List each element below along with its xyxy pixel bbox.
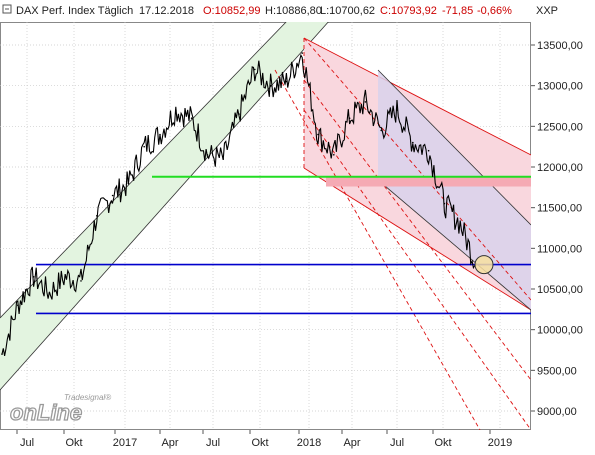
y-tick-label: 11500,00 — [537, 203, 582, 215]
price-point — [396, 109, 398, 111]
instrument-title: DAX Perf. Index Täglich — [16, 5, 133, 17]
y-tick-label: 12500,00 — [537, 121, 583, 133]
tradesignal-logo: Tradesignal® onLine — [9, 393, 111, 426]
price-point — [364, 101, 367, 103]
currency-unit: XXP — [536, 5, 558, 17]
chart-settings-icon[interactable] — [2, 4, 12, 14]
x-tick-label: Jul — [390, 437, 404, 449]
x-tick-label: Okt — [65, 437, 82, 449]
close-value: C:10793,92 — [380, 5, 437, 17]
price-point — [222, 158, 224, 160]
price-point — [143, 145, 145, 148]
price-point — [96, 215, 98, 217]
change-value: -71,85 — [442, 5, 473, 17]
price-point — [412, 141, 414, 144]
inner-channel-lower — [377, 179, 531, 311]
uptrend-channel-lower — [0, 22, 329, 391]
y-tick-label: 10500,00 — [537, 284, 583, 296]
current-price-marker — [474, 255, 494, 275]
price-point — [333, 154, 335, 156]
x-tick-label: Apr — [343, 437, 360, 449]
price-point — [238, 113, 240, 115]
x-tick-label: Jul — [206, 437, 220, 449]
price-point — [206, 154, 209, 156]
price-point — [127, 182, 130, 185]
price-point — [459, 223, 462, 225]
low-value: L:10700,62 — [320, 5, 375, 17]
y-axis: 13500,00 13000,00 12500,00 12000,00 11500,00… — [531, 40, 583, 418]
price-point — [427, 149, 430, 152]
projection-line-1 — [303, 37, 531, 301]
open-value: O:10852,99 — [203, 5, 261, 17]
resistance-zone — [326, 176, 531, 187]
price-point — [269, 84, 272, 87]
logo-small-text: Tradesignal® — [64, 393, 111, 402]
price-point — [254, 68, 256, 71]
y-tick-label: 9000,00 — [537, 406, 577, 418]
price-point — [1, 353, 3, 355]
y-tick-label: 10000,00 — [537, 325, 583, 337]
y-tick-label: 13000,00 — [537, 81, 583, 93]
change-percent: -0,66% — [477, 5, 512, 17]
price-point — [64, 276, 66, 278]
price-point — [159, 133, 161, 136]
price-series — [1, 52, 477, 357]
header-bar: DAX Perf. Index Täglich 17.12.2018 O:108… — [2, 4, 558, 17]
x-tick-label: 2018 — [297, 437, 321, 449]
high-value: H:10886,80 — [265, 5, 322, 17]
price-point — [48, 292, 51, 294]
price-point — [190, 117, 193, 119]
price-point — [317, 133, 319, 136]
quote-date: 17.12.2018 — [139, 5, 194, 17]
price-point — [175, 109, 177, 111]
price-point — [285, 80, 288, 83]
x-tick-label: Apr — [161, 437, 178, 449]
uptrend-channel-upper — [0, 22, 287, 319]
x-tick-label: 2017 — [113, 437, 137, 449]
x-tick-label: Okt — [434, 437, 451, 449]
x-tick-label: 2019 — [488, 437, 512, 449]
y-tick-label: 13500,00 — [537, 40, 583, 52]
x-tick-label: Jul — [20, 437, 34, 449]
projection-line-4 — [274, 69, 481, 430]
y-tick-label: 9500,00 — [537, 365, 577, 377]
downtrend-channel-lower — [303, 167, 531, 311]
x-tick-label: Okt — [251, 437, 268, 449]
y-tick-label: 12000,00 — [537, 162, 583, 174]
logo-main-text: onLine — [10, 400, 82, 425]
inner-channel-upper — [377, 69, 531, 226]
price-point — [301, 52, 304, 54]
price-point — [111, 194, 114, 197]
price-point — [443, 202, 446, 205]
price-point — [348, 117, 351, 119]
projection-line-3 — [303, 109, 531, 430]
price-point — [32, 276, 35, 278]
x-axis: Jul Okt 2017 Apr Jul Okt 2018 Apr Jul Okt 2019 — [16, 430, 512, 449]
price-point — [80, 280, 82, 282]
price-line — [1, 53, 477, 357]
price-point — [17, 304, 19, 307]
y-tick-label: 11000,00 — [537, 243, 582, 255]
downtrend-channel-upper — [303, 37, 531, 156]
price-point — [380, 129, 383, 132]
inner-channel-fill — [378, 70, 531, 310]
